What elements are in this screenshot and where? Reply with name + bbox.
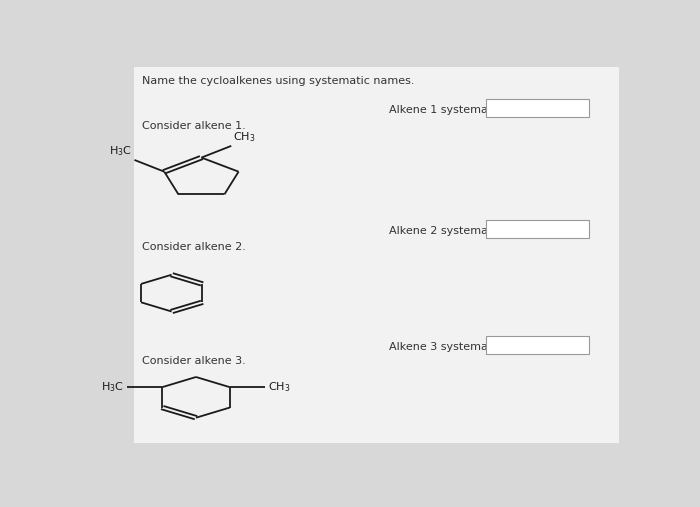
Text: Alkene 1 systematic name:: Alkene 1 systematic name:	[389, 104, 540, 115]
Text: H$_3$C: H$_3$C	[108, 144, 132, 158]
Text: Consider alkene 1.: Consider alkene 1.	[141, 121, 246, 131]
Text: Alkene 2 systematic name:: Alkene 2 systematic name:	[389, 226, 540, 236]
Text: Consider alkene 2.: Consider alkene 2.	[141, 242, 246, 252]
Text: Alkene 3 systematic name:: Alkene 3 systematic name:	[389, 342, 540, 352]
FancyBboxPatch shape	[486, 99, 589, 118]
Text: CH$_3$: CH$_3$	[233, 130, 256, 144]
FancyBboxPatch shape	[486, 220, 589, 238]
Text: H$_3$C: H$_3$C	[102, 380, 124, 394]
FancyBboxPatch shape	[134, 67, 619, 444]
Text: Name the cycloalkenes using systematic names.: Name the cycloalkenes using systematic n…	[141, 76, 414, 86]
FancyBboxPatch shape	[486, 336, 589, 354]
Text: CH$_3$: CH$_3$	[268, 380, 290, 394]
Text: Consider alkene 3.: Consider alkene 3.	[141, 355, 246, 366]
